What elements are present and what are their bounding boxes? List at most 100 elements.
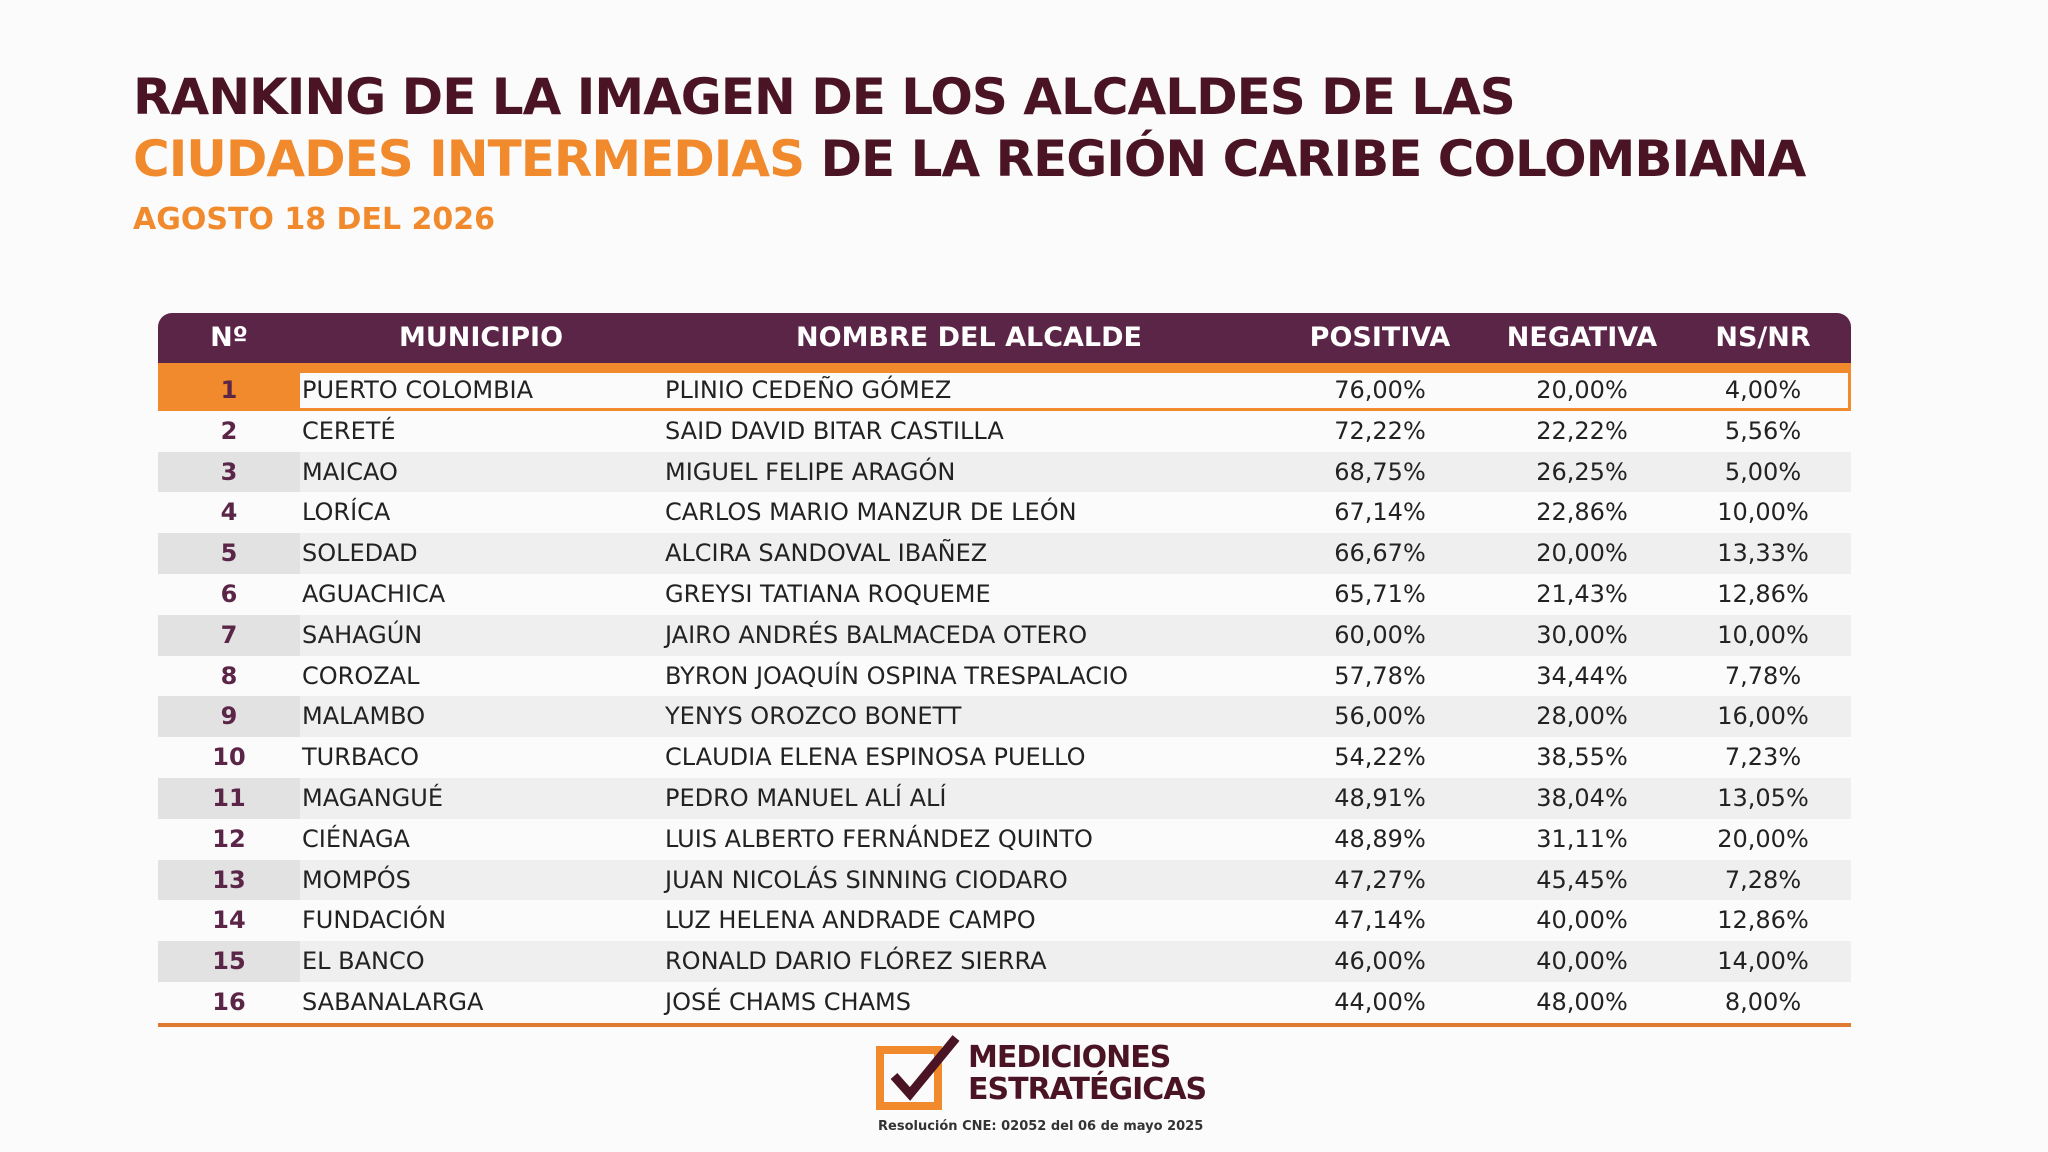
mayor-name: JOSÉ CHAMS CHAMS (665, 987, 911, 1016)
logo-line: ESTRATÉGICAS (968, 1072, 1207, 1107)
percentage: 13,05% (1717, 783, 1809, 812)
municipality: MAICAO (302, 457, 398, 486)
resolution: Resolución CNE: 02052 del 06 de mayo 202… (878, 1119, 1204, 1134)
rank: 7 (158, 614, 300, 656)
percentage: 76,00% (1334, 376, 1426, 404)
percentage: 14,00% (1717, 947, 1809, 976)
percentage: 72,22% (1334, 416, 1426, 445)
logo-check (890, 1035, 960, 1101)
title-line: RANKING DE LA IMAGEN DE LOS ALCALDES DE … (133, 68, 1516, 126)
municipality: PUERTO COLOMBIA (302, 376, 534, 404)
table-row: 16 SABANALARGA JOSÉ CHAMS CHAMS 44,00% 48,00… (158, 982, 1851, 1023)
percentage: 40,00% (1536, 906, 1628, 935)
column-header: MUNICIPIO (398, 322, 564, 353)
percentage: 56,00% (1334, 702, 1426, 731)
column-header: NS/NR (1715, 322, 1811, 353)
municipality: LORÍCA (302, 498, 391, 527)
municipality: FUNDACIÓN (302, 906, 447, 935)
percentage: 7,23% (1724, 743, 1802, 772)
rank: 5 (158, 533, 300, 574)
table-row: 12 CIÉNAGA LUIS ALBERTO FERNÁNDEZ QUINTO 48… (158, 819, 1851, 860)
percentage: 57,78% (1334, 661, 1426, 690)
percentage: 13,33% (1717, 539, 1809, 568)
percentage: 67,14% (1334, 498, 1426, 527)
mayor-name: ALCIRA SANDOVAL IBAÑEZ (665, 539, 988, 568)
percentage: 38,55% (1536, 743, 1628, 772)
mayor-name: MIGUEL FELIPE ARAGÓN (665, 457, 956, 486)
percentage: 16,00% (1717, 702, 1809, 731)
logo-icon (876, 1035, 960, 1110)
logo-line: MEDICIONES (968, 1040, 1171, 1075)
table-row: 3 MAICAO MIGUEL FELIPE ARAGÓN 68,75% 26,25% 5… (158, 451, 1851, 493)
rank: 12 (212, 824, 246, 853)
percentage: 20,00% (1536, 376, 1628, 404)
table-body: 1 PUERTO COLOMBIA PLINIO CEDEÑO GÓMEZ 76,00… (158, 370, 1851, 1027)
municipality: CIÉNAGA (302, 824, 410, 853)
percentage: 5,56% (1724, 416, 1802, 445)
percentage: 31,11% (1536, 824, 1628, 853)
mayor-name: SAID DAVID BITAR CASTILLA (665, 416, 1004, 445)
percentage: 10,00% (1717, 620, 1809, 649)
percentage: 68,75% (1334, 457, 1426, 486)
percentage: 65,71% (1334, 579, 1426, 608)
rank: 3 (158, 451, 300, 493)
municipality: SOLEDAD (302, 539, 418, 568)
rank: 6 (220, 579, 238, 608)
percentage: 46,00% (1334, 947, 1426, 976)
municipality: MAGANGUÉ (302, 783, 443, 812)
percentage: 34,44% (1536, 661, 1628, 690)
logo-box (876, 1046, 942, 1110)
municipality: MOMPÓS (302, 865, 411, 894)
municipality: COROZAL (302, 661, 420, 690)
percentage: 10,00% (1717, 498, 1809, 527)
table-row: 10 TURBACO CLAUDIA ELENA ESPINOSA PUELLO 54… (158, 737, 1851, 778)
column-header: POSITIVA (1309, 322, 1451, 353)
table-row: 15 EL BANCO RONALD DARIO FLÓREZ SIERRA 46,0… (158, 941, 1851, 982)
title-highlight: CIUDADES INTERMEDIAS (133, 130, 805, 188)
percentage: 7,78% (1724, 661, 1802, 690)
percentage: 7,28% (1724, 865, 1802, 894)
table-row: 8 COROZAL BYRON JOAQUÍN OSPINA TRESPALACIO… (158, 656, 1851, 697)
percentage: 20,00% (1536, 539, 1628, 568)
rank: 13 (158, 859, 300, 901)
title-line: CIUDADES INTERMEDIAS DE LA REGIÓN CARIBE… (133, 130, 1807, 188)
rank: 16 (212, 987, 246, 1016)
column-header: Nº (210, 322, 248, 353)
table-row: 7 SAHAGÚN JAIRO ANDRÉS BALMACEDA OTERO 60,0… (158, 614, 1851, 656)
rank: 1 (158, 370, 300, 411)
mayor-name: YENYS OROZCO BONETT (665, 702, 962, 731)
percentage: 30,00% (1536, 620, 1628, 649)
table-row: 14 FUNDACIÓN LUZ HELENA ANDRADE CAMPO 47,14… (158, 900, 1851, 941)
percentage: 38,04% (1536, 783, 1628, 812)
percentage: 20,00% (1717, 824, 1809, 853)
municipality: EL BANCO (302, 947, 425, 976)
percentage: 48,00% (1536, 987, 1628, 1016)
percentage: 60,00% (1334, 620, 1426, 649)
table-row: 4 LORÍCA CARLOS MARIO MANZUR DE LEÓN 67,14%… (158, 492, 1851, 533)
table-row: 5 SOLEDAD ALCIRA SANDOVAL IBAÑEZ 66,67% 20,0… (158, 533, 1851, 574)
percentage: 4,00% (1724, 376, 1802, 404)
table-row: 9 MALAMBO YENYS OROZCO BONETT 56,00% 28,00% 1… (158, 696, 1851, 738)
percentage: 8,00% (1724, 987, 1802, 1016)
table-header: Nº MUNICIPIO NOMBRE DEL ALCALDE POSITIVA NEG… (158, 313, 1851, 370)
percentage: 12,86% (1717, 906, 1809, 935)
municipality: AGUACHICA (302, 579, 446, 608)
municipality: MALAMBO (302, 702, 426, 731)
rank: 9 (158, 696, 300, 738)
title-rest: DE LA REGIÓN CARIBE COLOMBIANA (820, 130, 1807, 188)
mayor-name: LUZ HELENA ANDRADE CAMPO (665, 906, 1036, 935)
municipality: SAHAGÚN (302, 620, 423, 649)
municipality: SABANALARGA (302, 987, 484, 1016)
mayor-name: CARLOS MARIO MANZUR DE LEÓN (665, 498, 1077, 527)
percentage: 54,22% (1334, 743, 1426, 772)
rank: 8 (220, 661, 238, 690)
percentage: 44,00% (1334, 987, 1426, 1016)
percentage: 12,86% (1717, 579, 1809, 608)
mayor-name: JAIRO ANDRÉS BALMACEDA OTERO (665, 620, 1088, 649)
mayor-name: PEDRO MANUEL ALÍ ALÍ (665, 783, 947, 812)
ranking-table: Nº MUNICIPIO NOMBRE DEL ALCALDE POSITIVA NEG… (158, 313, 1851, 1027)
mayor-name: PLINIO CEDEÑO GÓMEZ (665, 376, 952, 404)
percentage: 22,86% (1536, 498, 1628, 527)
mayor-name: GREYSI TATIANA ROQUEME (665, 579, 991, 608)
